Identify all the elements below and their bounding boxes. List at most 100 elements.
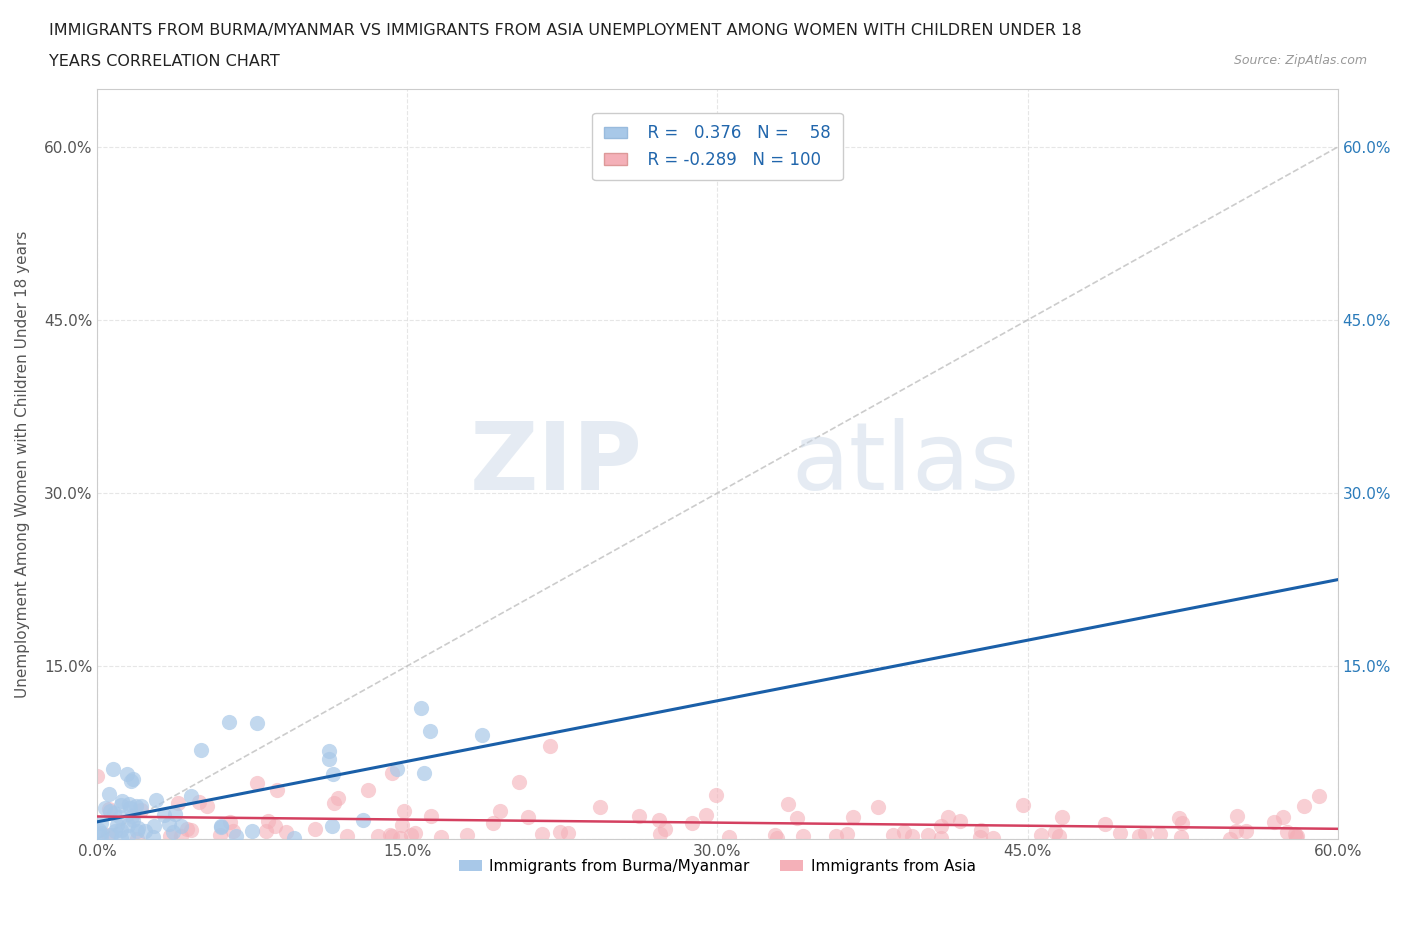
Point bbox=[1133, 826, 1156, 841]
Point bbox=[176, 821, 198, 836]
Point bbox=[118, 797, 141, 812]
Point bbox=[381, 829, 404, 844]
Point bbox=[1108, 826, 1130, 841]
Point bbox=[530, 827, 553, 842]
Point bbox=[548, 825, 571, 840]
Point bbox=[90, 816, 112, 830]
Point bbox=[225, 829, 247, 844]
Text: atlas: atlas bbox=[792, 418, 1021, 511]
Y-axis label: Unemployment Among Women with Children Under 18 years: Unemployment Among Women with Children U… bbox=[15, 231, 30, 698]
Point bbox=[489, 804, 512, 818]
Point bbox=[336, 829, 359, 844]
Point bbox=[399, 828, 422, 843]
Point bbox=[392, 804, 415, 818]
Point bbox=[145, 792, 167, 807]
Point bbox=[98, 786, 121, 801]
Point bbox=[180, 823, 202, 838]
Point bbox=[917, 827, 939, 842]
Point bbox=[970, 823, 993, 838]
Point bbox=[893, 825, 915, 840]
Point bbox=[456, 828, 478, 843]
Point bbox=[167, 795, 190, 810]
Point bbox=[981, 830, 1004, 845]
Point bbox=[929, 818, 952, 833]
Point bbox=[792, 829, 814, 844]
Point bbox=[1271, 809, 1294, 824]
Point bbox=[628, 808, 651, 823]
Point bbox=[165, 806, 187, 821]
Point bbox=[120, 774, 142, 789]
Point bbox=[786, 810, 808, 825]
Text: IMMIGRANTS FROM BURMA/MYANMAR VS IMMIGRANTS FROM ASIA UNEMPLOYMENT AMONG WOMEN W: IMMIGRANTS FROM BURMA/MYANMAR VS IMMIGRA… bbox=[49, 23, 1081, 38]
Point bbox=[1275, 825, 1298, 840]
Point bbox=[648, 827, 671, 842]
Point bbox=[209, 819, 232, 834]
Point bbox=[1226, 808, 1249, 823]
Point bbox=[765, 828, 787, 843]
Point bbox=[882, 827, 904, 842]
Point bbox=[391, 817, 413, 832]
Point bbox=[1094, 817, 1116, 831]
Point bbox=[90, 826, 112, 841]
Point bbox=[195, 799, 218, 814]
Point bbox=[211, 818, 233, 833]
Point bbox=[274, 825, 297, 840]
Point bbox=[118, 800, 141, 815]
Point bbox=[1284, 827, 1306, 842]
Point bbox=[121, 808, 143, 823]
Text: ZIP: ZIP bbox=[470, 418, 643, 511]
Point bbox=[929, 830, 952, 845]
Point bbox=[117, 817, 139, 832]
Point bbox=[108, 809, 131, 824]
Point bbox=[110, 830, 132, 845]
Point bbox=[110, 798, 132, 813]
Point bbox=[1012, 798, 1035, 813]
Point bbox=[254, 823, 277, 838]
Point bbox=[129, 798, 152, 813]
Point bbox=[419, 724, 441, 738]
Point bbox=[766, 830, 789, 845]
Point bbox=[356, 783, 378, 798]
Point bbox=[208, 828, 231, 843]
Point bbox=[117, 828, 139, 843]
Point bbox=[240, 824, 263, 839]
Point bbox=[157, 817, 180, 831]
Point bbox=[142, 830, 165, 844]
Point bbox=[86, 769, 108, 784]
Point bbox=[328, 790, 350, 805]
Point bbox=[868, 800, 890, 815]
Point bbox=[824, 829, 846, 844]
Point bbox=[152, 807, 174, 822]
Point bbox=[104, 824, 127, 839]
Point bbox=[380, 828, 402, 843]
Point bbox=[367, 829, 389, 844]
Point bbox=[835, 827, 858, 842]
Point bbox=[1263, 815, 1285, 830]
Point bbox=[266, 782, 288, 797]
Text: YEARS CORRELATION CHART: YEARS CORRELATION CHART bbox=[49, 54, 280, 69]
Point bbox=[97, 828, 120, 843]
Point bbox=[190, 743, 212, 758]
Point bbox=[1285, 830, 1308, 844]
Point bbox=[387, 761, 409, 776]
Point bbox=[1171, 816, 1194, 830]
Legend: Immigrants from Burma/Myanmar, Immigrants from Asia: Immigrants from Burma/Myanmar, Immigrant… bbox=[453, 853, 981, 880]
Point bbox=[508, 775, 530, 790]
Point bbox=[98, 804, 121, 818]
Point bbox=[110, 822, 132, 837]
Point bbox=[246, 776, 269, 790]
Point bbox=[430, 830, 453, 844]
Point bbox=[218, 715, 240, 730]
Point bbox=[127, 824, 149, 839]
Point bbox=[1285, 829, 1308, 844]
Point bbox=[420, 809, 443, 824]
Point bbox=[283, 830, 305, 845]
Point bbox=[412, 765, 434, 780]
Point bbox=[969, 830, 991, 844]
Point bbox=[90, 829, 112, 844]
Point bbox=[648, 813, 671, 828]
Point bbox=[127, 820, 149, 835]
Point bbox=[538, 738, 561, 753]
Point bbox=[170, 818, 193, 833]
Point bbox=[125, 831, 148, 846]
